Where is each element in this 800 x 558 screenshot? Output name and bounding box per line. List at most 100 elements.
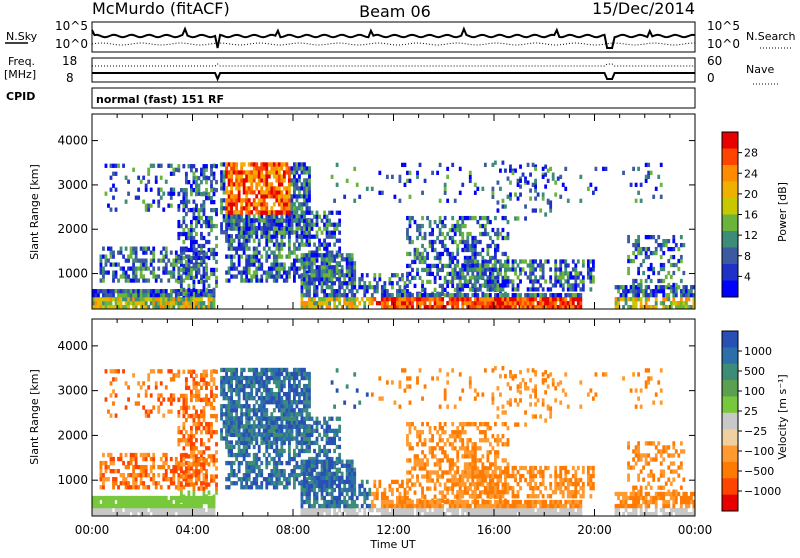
velocity-cell [225, 445, 228, 449]
power-cell [273, 194, 276, 198]
power-cell [670, 289, 673, 293]
power-cell [617, 289, 620, 293]
power-cell [313, 273, 316, 277]
velocity-cell [125, 485, 128, 489]
power-cell [411, 240, 414, 244]
power-cell [280, 223, 283, 227]
velocity-cell [223, 412, 226, 416]
power-cell [672, 293, 675, 297]
velocity-cell [195, 394, 198, 398]
velocity-cell [180, 406, 183, 410]
velocity-cell [200, 508, 203, 512]
power-cell [331, 231, 334, 235]
power-cell [137, 176, 140, 180]
power-cell [145, 293, 148, 297]
power-cell [660, 301, 663, 305]
power-cell [672, 235, 675, 239]
power-cell [426, 256, 429, 260]
velocity-cell [110, 461, 113, 465]
power-cell [203, 301, 206, 305]
power-cell [140, 274, 143, 278]
power-cell [574, 297, 577, 301]
velocity-cell [238, 384, 241, 388]
power-cell [336, 211, 339, 215]
velocity-cell [120, 473, 123, 477]
power-cell [549, 297, 552, 301]
power-cell [399, 179, 402, 183]
power-cell [298, 222, 301, 226]
velocity-cell [167, 397, 170, 401]
power-cell [265, 166, 268, 170]
power-cell [303, 265, 306, 269]
velocity-cell [301, 408, 304, 412]
velocity-cell [306, 388, 309, 392]
power-cell [662, 251, 665, 255]
velocity-cell [170, 393, 173, 397]
power-cell [172, 301, 175, 305]
power-cell [640, 183, 643, 187]
power-cell [233, 170, 236, 174]
velocity-cell [273, 408, 276, 412]
power-cell [351, 273, 354, 277]
velocity-cell [230, 372, 233, 376]
velocity-cell [290, 412, 293, 416]
power-cell [283, 162, 286, 166]
power-cell [522, 301, 525, 305]
power-cell [135, 301, 138, 305]
power-cell [230, 262, 233, 266]
power-cell [316, 269, 319, 273]
velocity-cell [283, 376, 286, 380]
velocity-cell [172, 477, 175, 481]
power-cell [283, 174, 286, 178]
power-cell [474, 216, 477, 220]
nave-line [92, 64, 695, 66]
velocity-cell [177, 398, 180, 402]
power-cell [333, 243, 336, 247]
velocity-cell [152, 477, 155, 481]
power-cell [243, 186, 246, 190]
velocity-cell [260, 485, 263, 489]
power-cell [157, 192, 160, 196]
power-cell [296, 247, 299, 251]
velocity-cell [253, 372, 256, 376]
velocity-cell [245, 380, 248, 384]
velocity-cell [283, 408, 286, 412]
power-cell [479, 271, 482, 275]
power-cell [494, 293, 497, 297]
power-cell [637, 191, 640, 195]
power-cell [293, 211, 296, 215]
power-cell [577, 275, 580, 279]
power-cell [504, 216, 507, 220]
power-cell [273, 262, 276, 266]
velocity-cell [248, 404, 251, 408]
velocity-cell [280, 412, 283, 416]
power-cell [622, 171, 625, 175]
power-cell [574, 293, 577, 297]
power-cell [313, 281, 316, 285]
power-cell [429, 297, 432, 301]
velocity-cell [248, 461, 251, 465]
power-cell [145, 208, 148, 212]
velocity-cell [170, 469, 173, 473]
power-cell [268, 162, 271, 166]
velocity-cell [230, 449, 233, 453]
velocity-cell [258, 372, 261, 376]
power-cell [238, 186, 241, 190]
velocity-cell [115, 377, 118, 381]
power-cell [491, 279, 494, 283]
velocity-cell [233, 416, 236, 420]
power-cell [190, 184, 193, 188]
power-cell [517, 283, 520, 287]
power-cell [647, 163, 650, 167]
power-cell [451, 284, 454, 288]
power-cell [125, 247, 128, 251]
power-cell [225, 223, 228, 227]
power-cell [386, 293, 389, 297]
velocity-cell [145, 465, 148, 469]
power-cell [235, 266, 238, 270]
power-cell [195, 232, 198, 236]
power-cell [431, 244, 434, 248]
velocity-cell [142, 457, 145, 461]
power-cell [672, 263, 675, 267]
power-cell [494, 267, 497, 271]
